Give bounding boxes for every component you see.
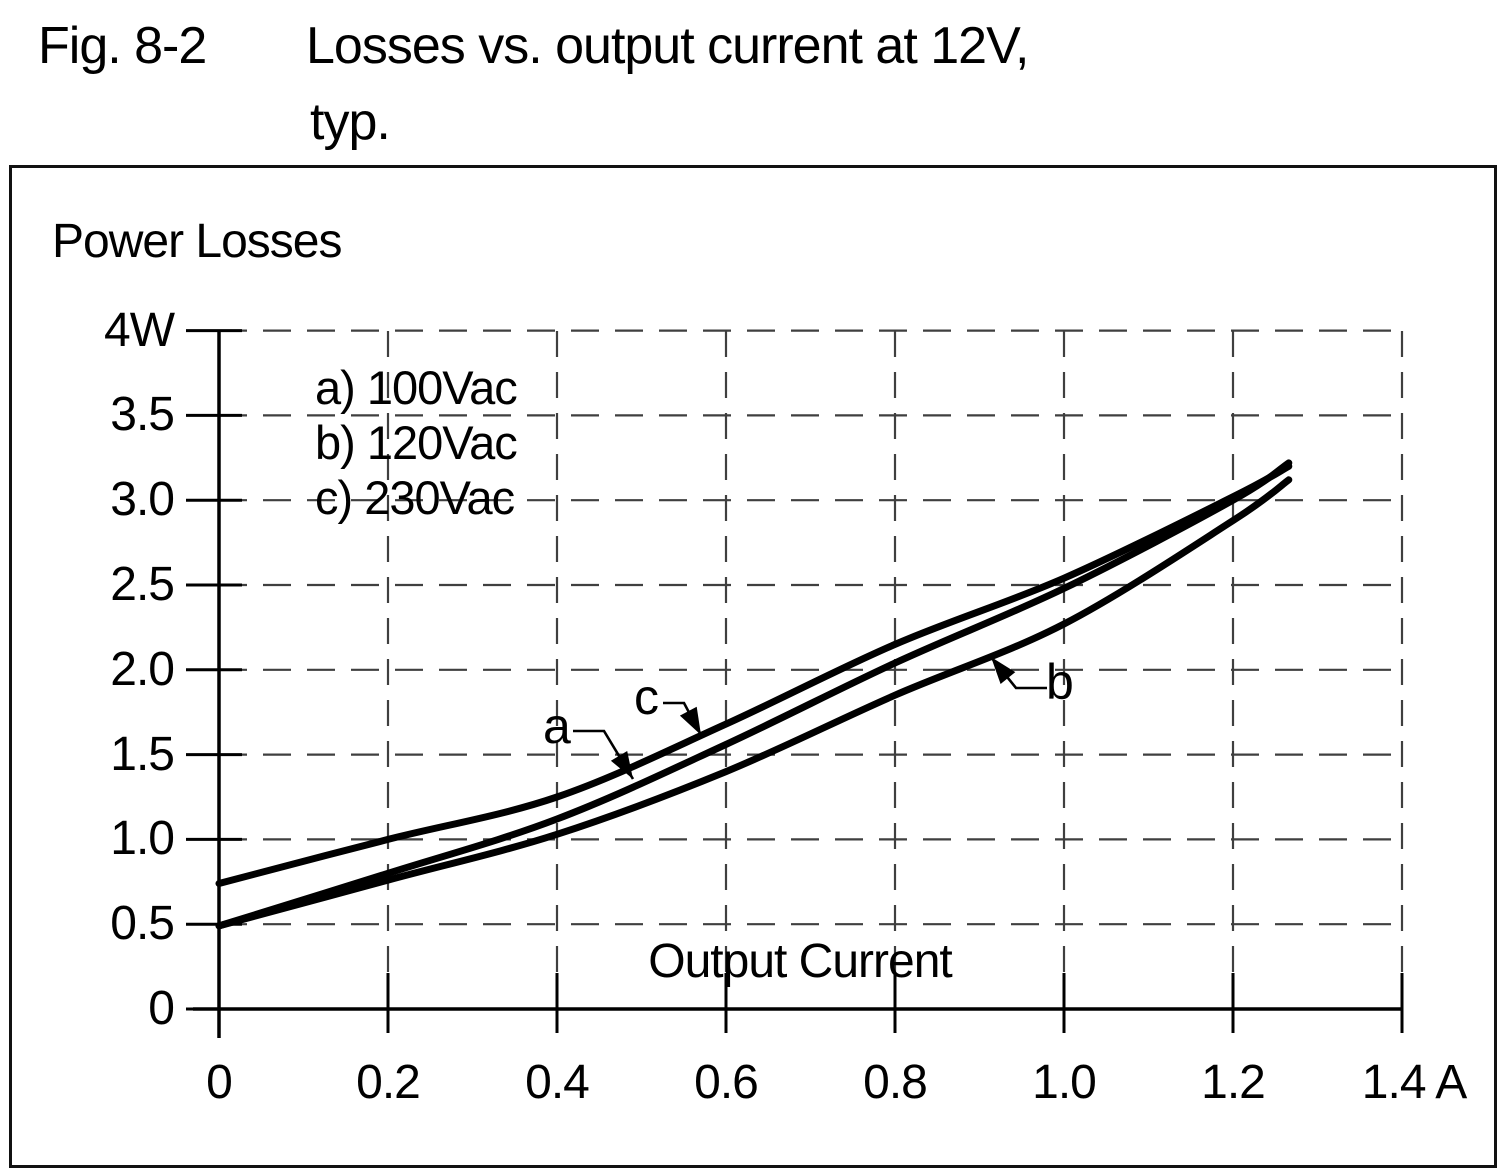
curve-label-a: a: [543, 698, 571, 754]
curve-b: [215, 476, 1293, 930]
x-tick-label: 1.2: [1201, 1056, 1266, 1109]
x-tick-label: 1.0: [1032, 1056, 1097, 1109]
y-tick-label: 2.5: [110, 558, 175, 611]
y-tick-label: 1.5: [110, 727, 175, 781]
curve-a: [215, 459, 1293, 930]
y-tick-label: 4W: [104, 303, 175, 357]
x-tick-label: 0.8: [863, 1056, 928, 1109]
y-tick-label: 2.0: [110, 642, 175, 696]
x-tick-label: 0.4: [525, 1056, 590, 1109]
legend-item-a: a) 100Vac: [315, 361, 518, 414]
x-tick-label: 0.2: [356, 1056, 421, 1109]
legend-item-b: b) 120Vac: [315, 416, 518, 469]
legend-item-c: c) 230Vac: [315, 471, 515, 524]
chart-frame: [9, 165, 1497, 1168]
figure-title-line2: typ.: [310, 93, 391, 151]
figure-label: Fig. 8-2: [38, 17, 207, 75]
y-tick-label: 3.5: [110, 388, 175, 442]
leader-b-arrowhead: [991, 657, 1016, 684]
y-tick-label: 0: [148, 982, 175, 1035]
leader-c-arrowhead: [679, 706, 701, 735]
curve-c: [215, 462, 1293, 887]
y-tick-label: 3.0: [110, 473, 175, 527]
x-tick-label: 0: [206, 1056, 233, 1109]
y-tick-label: 0.5: [110, 897, 175, 951]
x-tick-label: 1.4 A: [1361, 1056, 1467, 1109]
x-axis-title: Output Current: [648, 935, 952, 988]
figure-title-line1: Losses vs. output current at 12V,: [306, 17, 1029, 75]
legend: a) 100Vac b) 120Vac c) 230Vac: [315, 360, 518, 525]
y-axis-title: Power Losses: [52, 215, 342, 268]
y-tick-label: 1.0: [110, 812, 175, 866]
curve-label-b: b: [1046, 654, 1074, 710]
curve-label-c: c: [634, 669, 659, 725]
x-tick-label: 0.6: [694, 1056, 759, 1109]
leader-a-arrowhead: [610, 751, 633, 779]
